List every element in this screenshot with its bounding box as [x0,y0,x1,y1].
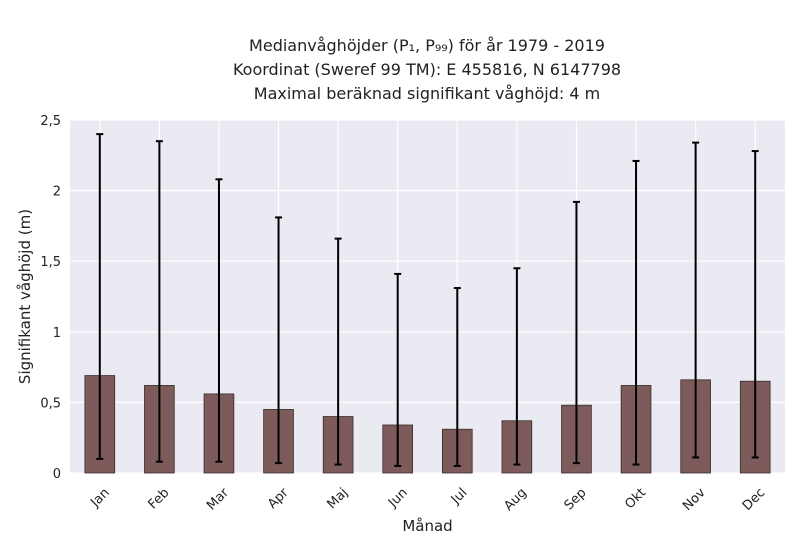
error-bar-feb [155,140,163,463]
x-tick-label: Dec [740,485,768,513]
error-bar-aug [513,267,521,466]
y-tick-label: 1,5 [40,255,61,270]
chart-title-line-1: Medianvåghöjder (P₁, P₉₉) för år 1979 - … [249,36,605,55]
x-tick-label: Jul [448,485,470,507]
x-tick-label: Maj [324,485,351,512]
chart-title-line-2: Koordinat (Sweref 99 TM): E 455816, N 61… [232,60,622,79]
error-bar-okt [632,159,640,466]
x-tick-label: Aug [501,485,530,514]
x-tick-label: Jun [385,485,411,511]
x-tick-label: Mar [204,485,232,513]
y-tick-label: 0,5 [40,396,61,411]
error-bar-jan [96,133,104,460]
error-bar-jul [453,287,461,467]
y-tick-label: 0 [53,467,61,482]
error-bar-sep [572,200,580,465]
error-bars [96,133,759,467]
x-axis-label: Månad [402,517,452,535]
x-tick-label: Okt [622,485,649,512]
y-tick-labels: 0 0,5 1 1,5 2 2,5 [40,114,61,482]
error-bar-dec [751,150,759,459]
plot-area [70,120,785,473]
y-tick-label: 2,5 [40,114,61,129]
x-tick-labels: Jan Feb Mar Apr Maj Jun Jul Aug Sep Okt Nov Dec [87,485,768,514]
x-tick-label: Nov [680,485,709,514]
error-bar-apr [275,216,283,465]
chart-title-line-3: Maximal beräknad signifikant våghöjd: 4 … [253,84,601,103]
x-tick-label: Apr [265,485,292,512]
y-tick-label: 1 [53,326,61,341]
x-tick-label: Sep [562,485,590,513]
x-tick-label: Feb [146,485,173,512]
error-bar-maj [334,237,342,466]
x-tick-label: Jan [87,485,112,510]
y-axis-label: Signifikant våghöjd (m) [16,209,34,384]
error-bar-jun [394,272,402,467]
error-bar-nov [692,141,700,459]
error-bar-mar [215,178,223,463]
y-tick-label: 2 [53,185,61,200]
chart-title: Medianvåghöjder (P₁, P₉₉) för år 1979 - … [86,34,768,106]
